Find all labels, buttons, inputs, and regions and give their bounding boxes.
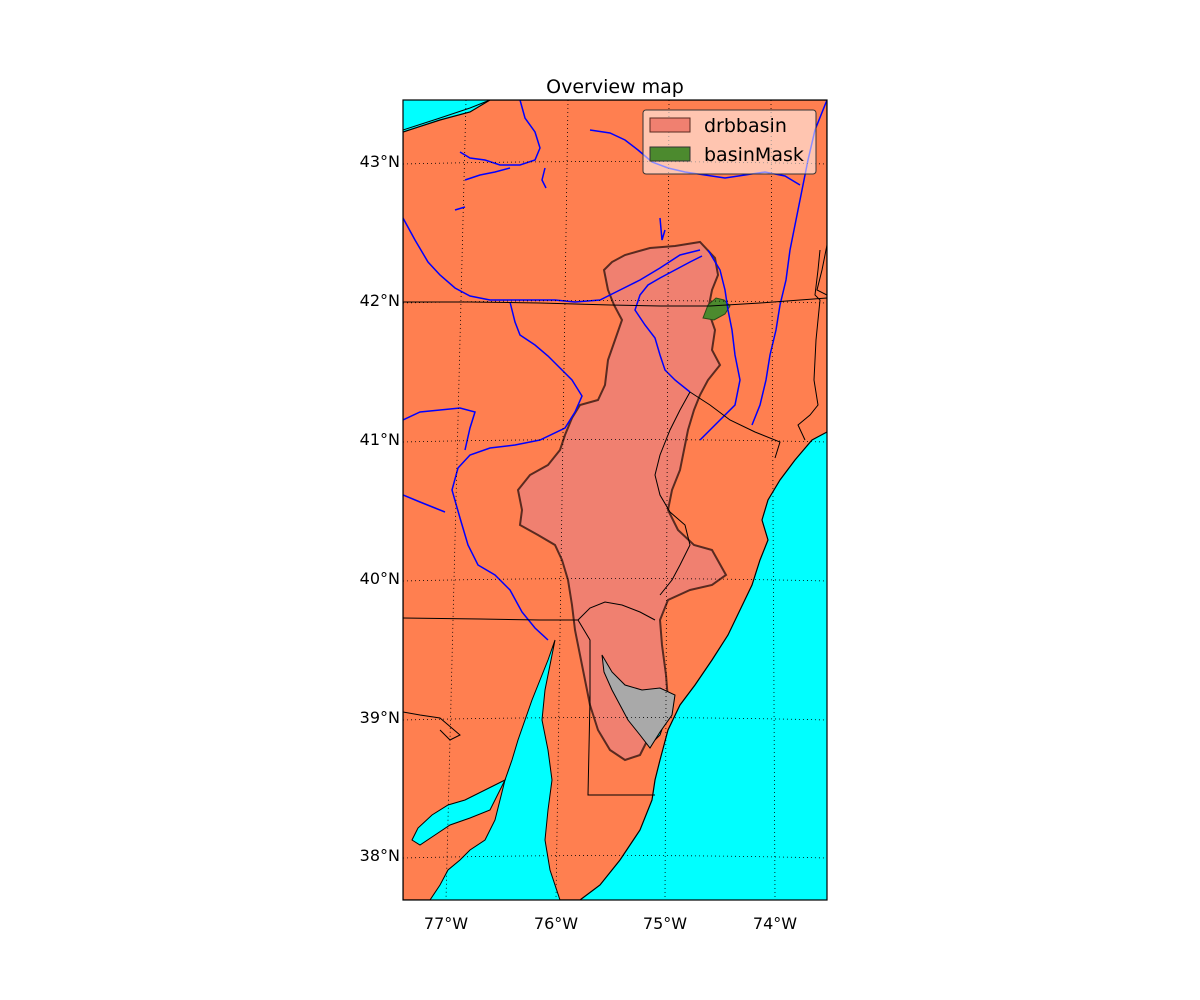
parallel-line [403,300,827,304]
lat-label: 41°N [360,430,400,449]
legend-swatch-basinmask [649,146,691,162]
chesapeake-bay [429,639,561,900]
parallel-line [403,578,827,582]
lat-label: 43°N [360,152,400,171]
meridian-line [555,100,569,900]
lake-area [403,100,491,131]
lon-label: 74°W [753,914,797,933]
lat-label: 38°N [360,846,400,865]
legend-label-basinmask: basinMask [704,144,804,166]
legend-swatch-drbbasin [649,117,691,133]
parallel-line [403,717,827,721]
parallel-line [403,439,827,443]
map-area [403,100,827,900]
legend: drbbasin basinMask [642,109,817,175]
longitude-labels: 77°W 76°W 75°W 74°W [424,914,797,933]
state-borders [403,244,827,796]
latitude-labels: 43°N 42°N 41°N 40°N 39°N 38°N [360,152,400,865]
lat-label: 40°N [360,569,400,588]
meridian-line [445,100,467,900]
lon-label: 75°W [643,914,687,933]
map-frame [402,99,828,901]
meridian-line [770,100,776,900]
map-title: Overview map [546,76,684,98]
lower-delaware-area [601,654,676,749]
parallel-line [403,161,827,165]
lon-label: 76°W [534,914,578,933]
parallel-line [403,855,827,859]
lat-label: 42°N [360,291,400,310]
potomac-river [411,778,507,846]
legend-label-drbbasin: drbbasin [704,115,787,137]
graticule [403,100,827,900]
lon-label: 77°W [424,914,468,933]
lat-label: 39°N [360,708,400,727]
meridian-line [664,100,670,900]
